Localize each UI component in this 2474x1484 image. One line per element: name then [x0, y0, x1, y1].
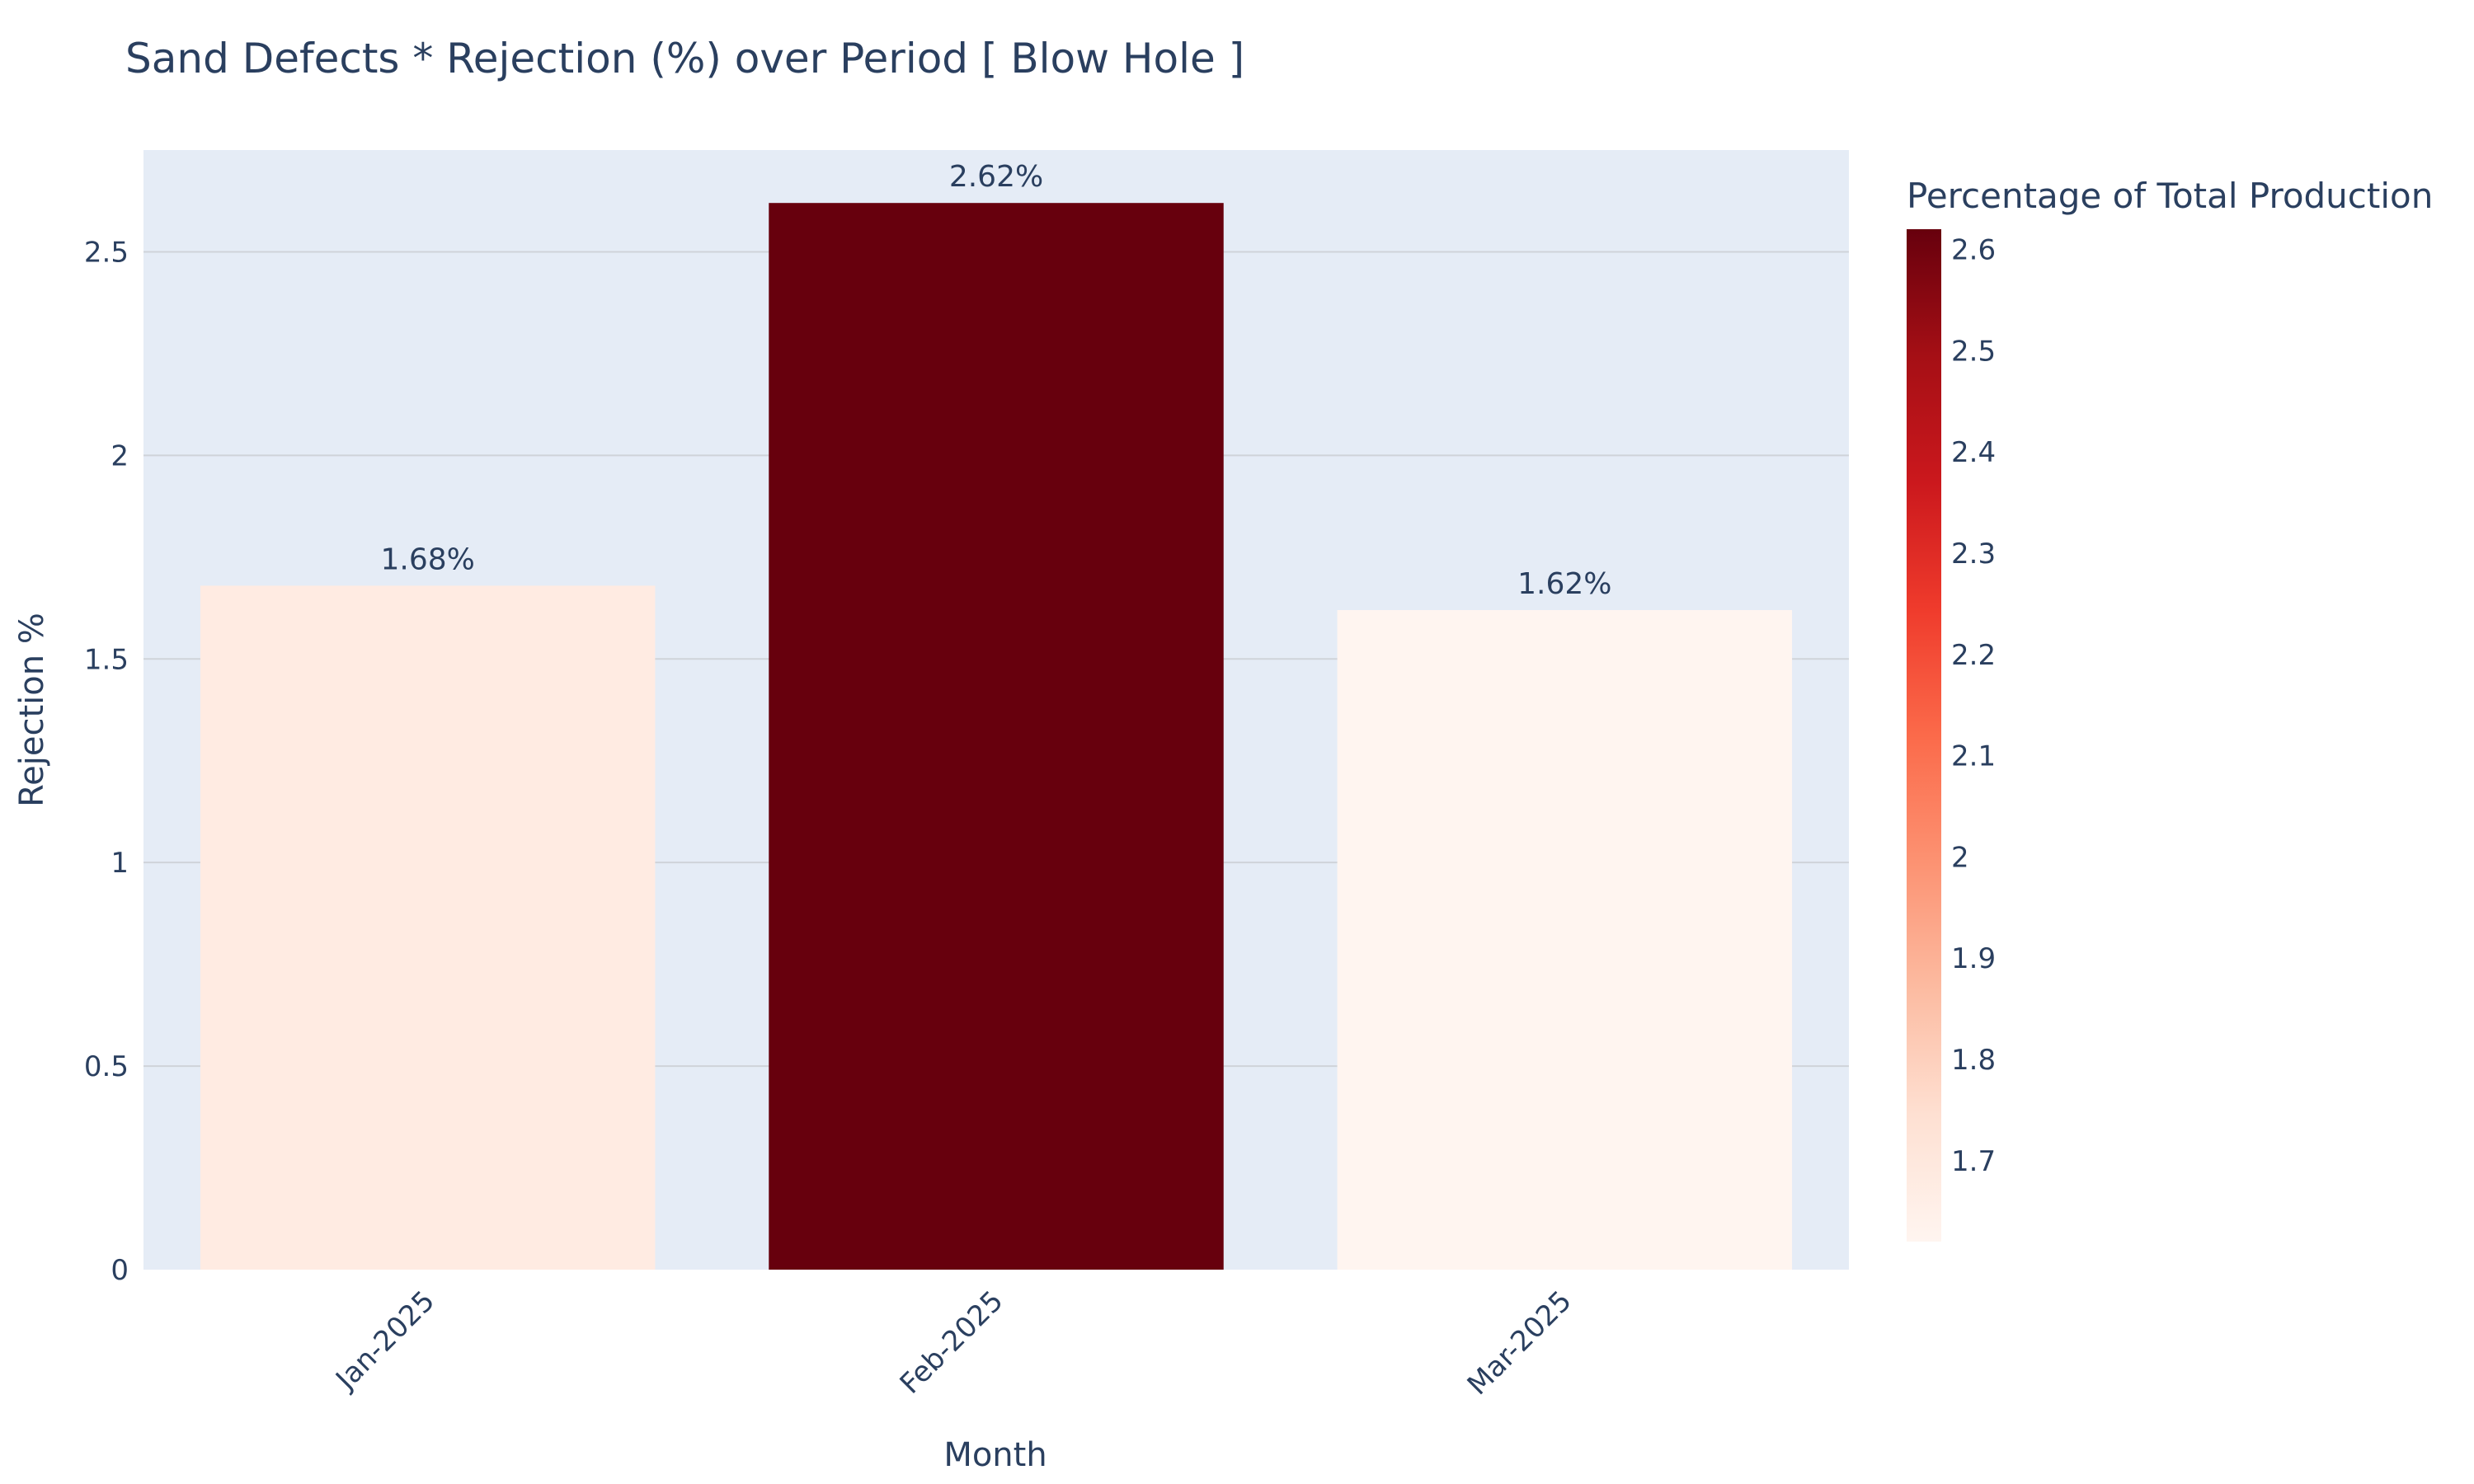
- y-axis-title: Rejection %: [13, 613, 51, 807]
- x-axis-title: Month: [943, 1436, 1047, 1474]
- bar-mar-2025: [1337, 610, 1793, 1270]
- colorbar-tick-label: 2.2: [1951, 639, 1996, 672]
- colorbar-tick-label: 1.8: [1951, 1044, 1996, 1077]
- y-tick-label: 2.5: [84, 236, 129, 269]
- x-tick-label: Mar-2025: [1461, 1284, 1578, 1402]
- colorbar-tick-label: 2.5: [1951, 335, 1996, 368]
- colorbar: [1907, 229, 1941, 1242]
- y-tick-label: 2: [111, 439, 129, 472]
- chart-title: Sand Defects * Rejection (%) over Period…: [125, 35, 1244, 82]
- colorbar-tick-label: 1.9: [1951, 942, 1996, 975]
- bar-feb-2025: [769, 203, 1224, 1270]
- x-tick-label: Feb-2025: [894, 1284, 1010, 1401]
- colorbar-tick-label: 2.4: [1951, 436, 1996, 469]
- colorbar-tick-label: 2.1: [1951, 740, 1996, 773]
- y-tick-label: 1: [111, 847, 129, 880]
- x-tick-label: Jan-2025: [328, 1284, 441, 1397]
- y-tick-label: 0: [111, 1254, 129, 1287]
- y-tick-label: 1.5: [84, 643, 129, 676]
- colorbar-tick-label: 2.3: [1951, 538, 1996, 571]
- colorbar-title: Percentage of Total Production: [1907, 176, 2433, 216]
- colorbar-ticks: 1.7 1.8 1.9 2 2.1 2.2 2.3 2.4 2.5 2.6: [1951, 234, 1996, 1178]
- bar-labels: 1.68% 2.62% 1.62%: [380, 160, 1611, 601]
- colorbar-tick-label: 2: [1951, 841, 1969, 874]
- bars: [200, 203, 1793, 1270]
- colorbar-tick-label: 2.6: [1951, 234, 1996, 267]
- x-axis-ticks: Jan-2025 Feb-2025 Mar-2025: [328, 1284, 1578, 1402]
- bar-jan-2025: [200, 585, 656, 1270]
- bar-value-label: 1.68%: [380, 542, 474, 576]
- y-tick-label: 0.5: [84, 1050, 129, 1083]
- colorbar-tick-label: 1.7: [1951, 1145, 1996, 1178]
- y-axis-ticks: 0 0.5 1 1.5 2 2.5: [84, 236, 129, 1287]
- bar-value-label: 2.62%: [949, 160, 1043, 194]
- bar-value-label: 1.62%: [1517, 567, 1611, 601]
